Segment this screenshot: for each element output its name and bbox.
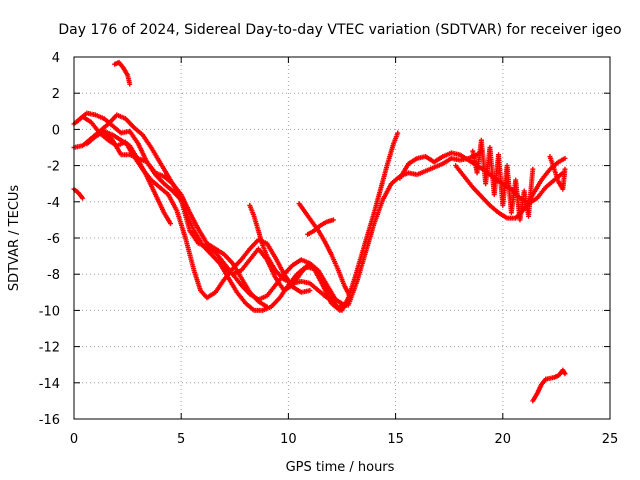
data-point (80, 195, 86, 201)
y-tick-label: -2 (47, 160, 60, 175)
y-axis-label: SDTVAR / TECUs (7, 185, 22, 292)
data-point (395, 130, 401, 136)
series-s7 (247, 202, 339, 304)
data-point (264, 304, 270, 310)
grid-lines (74, 57, 610, 419)
data-point (562, 166, 568, 172)
y-tick-label: -4 (47, 196, 60, 211)
data-points (71, 59, 568, 404)
x-axis-label: GPS time / hours (286, 460, 395, 475)
x-tick-label: 5 (177, 432, 185, 447)
series-s5 (101, 128, 270, 310)
series-s17 (112, 59, 133, 87)
data-point (127, 81, 133, 87)
series-s16 (71, 186, 86, 201)
series-s9 (305, 217, 336, 237)
y-tick-label: -8 (47, 268, 60, 283)
series-s14 (470, 137, 536, 223)
data-point (167, 221, 173, 227)
y-tick-label: -16 (39, 413, 60, 428)
x-tick-label: 10 (280, 432, 297, 447)
y-tick-label: -6 (47, 232, 60, 247)
chart-title: Day 176 of 2024, Sidereal Day-to-day VTE… (58, 22, 621, 38)
series-s18 (530, 367, 568, 404)
data-point (530, 166, 536, 172)
data-point (562, 371, 568, 377)
y-tick-label: -10 (39, 304, 60, 319)
series-s8 (296, 201, 354, 301)
data-point (562, 155, 568, 161)
y-tick-label: 2 (52, 87, 60, 102)
data-point (330, 217, 336, 223)
x-tick-label: 20 (495, 432, 512, 447)
x-tick-label: 25 (602, 432, 619, 447)
x-tick-label: 15 (387, 432, 404, 447)
y-tick-label: -12 (39, 341, 60, 356)
x-tick-label: 0 (70, 432, 78, 447)
y-tick-label: -14 (39, 377, 60, 392)
y-tick-label: 4 (52, 51, 60, 66)
axis-ticks: 0 5 10 15 20 25 -16 -14 -12 -10 -8 -6 -4 -2 0 2 4 (39, 51, 619, 447)
data-point (307, 287, 313, 293)
y-tick-label: 0 (52, 123, 60, 138)
series-s15 (547, 154, 568, 192)
